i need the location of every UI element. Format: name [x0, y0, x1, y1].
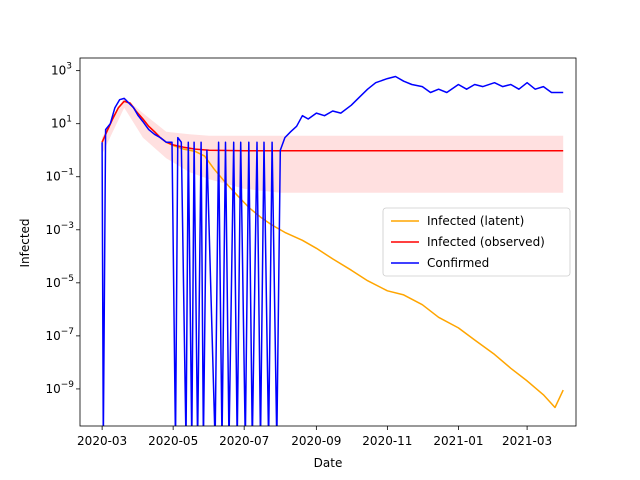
x-tick-label: 2020-09	[291, 434, 341, 448]
y-tick-label: 10−7	[45, 327, 74, 343]
x-axis-label: Date	[314, 456, 343, 470]
y-tick-label: 10−3	[45, 221, 74, 237]
legend-box	[382, 207, 571, 277]
legend-label: Infected (latent)	[427, 214, 524, 228]
x-tick-label: 2020-11	[362, 434, 412, 448]
legend-label: Infected (observed)	[427, 235, 545, 249]
x-tick-label: 2020-05	[148, 434, 198, 448]
y-tick-label: 10−9	[45, 380, 74, 396]
plot-area	[101, 75, 564, 426]
axes: 2020-03 2020-05 2020-07 2020-09 2020-11 2021-…	[45, 57, 577, 448]
uncertainty-band	[102, 97, 564, 193]
legend: Infected (latent) Infected (observed) Conf…	[382, 207, 571, 277]
series-line-confirmed	[101, 75, 564, 426]
y-tick-label: 10−5	[45, 274, 74, 290]
x-tick-label: 2021-01	[433, 434, 483, 448]
plot-frame	[79, 57, 577, 427]
y-tick-label: 103	[51, 62, 72, 78]
y-tick-label: 10−1	[45, 168, 74, 184]
legend-label: Confirmed	[427, 256, 489, 270]
x-tick-label: 2020-07	[219, 434, 269, 448]
y-tick-label: 101	[51, 115, 72, 131]
y-axis-label: Infected	[18, 218, 32, 267]
x-tick-label: 2021-03	[502, 434, 552, 448]
x-tick-label: 2020-03	[77, 434, 127, 448]
